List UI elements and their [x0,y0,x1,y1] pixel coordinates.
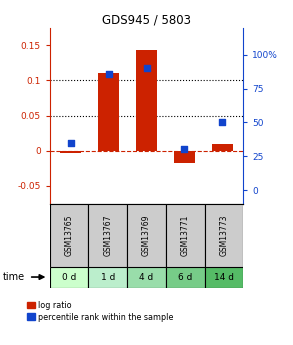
Bar [136,50,157,151]
Bar [212,145,233,151]
Bar [88,267,127,288]
Bar [205,204,243,267]
Text: 0 d: 0 d [62,273,76,282]
Text: 14 d: 14 d [214,273,234,282]
Bar [166,204,205,267]
Text: GSM13767: GSM13767 [103,215,112,256]
Text: 6 d: 6 d [178,273,193,282]
Point [182,147,187,152]
Bar [88,204,127,267]
Text: GSM13771: GSM13771 [181,215,190,256]
Text: 1 d: 1 d [100,273,115,282]
Bar [60,151,81,153]
Bar [205,267,243,288]
Bar [127,204,166,267]
Bar [174,151,195,164]
Text: 4 d: 4 d [139,273,154,282]
Bar [166,267,205,288]
Text: GSM13769: GSM13769 [142,215,151,256]
Bar [127,267,166,288]
Legend: log ratio, percentile rank within the sample: log ratio, percentile rank within the sa… [28,301,173,322]
Bar [50,204,88,267]
Title: GDS945 / 5803: GDS945 / 5803 [102,13,191,27]
Point [220,120,225,125]
Bar [98,73,119,151]
Point [144,66,149,71]
Bar [50,267,88,288]
Point [68,140,73,145]
Text: GSM13765: GSM13765 [65,215,74,256]
Text: time: time [3,272,25,282]
Point [106,71,111,76]
Text: GSM13773: GSM13773 [219,215,228,256]
